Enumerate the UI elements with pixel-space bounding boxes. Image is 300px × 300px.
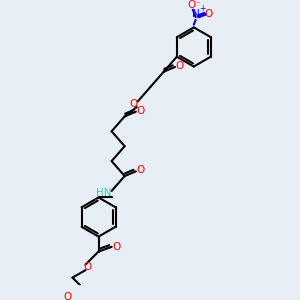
Text: O: O [176,61,184,71]
Text: O: O [83,262,92,272]
Text: O: O [64,292,72,300]
Text: O: O [130,99,138,109]
Text: N: N [192,9,200,19]
Text: O: O [112,242,120,252]
Text: O: O [136,165,145,176]
Text: +: + [199,4,206,13]
Text: O: O [136,106,145,116]
Text: ⁻: ⁻ [195,1,200,10]
Text: O: O [187,0,195,10]
Text: O: O [205,9,213,19]
Text: HN: HN [96,188,112,198]
